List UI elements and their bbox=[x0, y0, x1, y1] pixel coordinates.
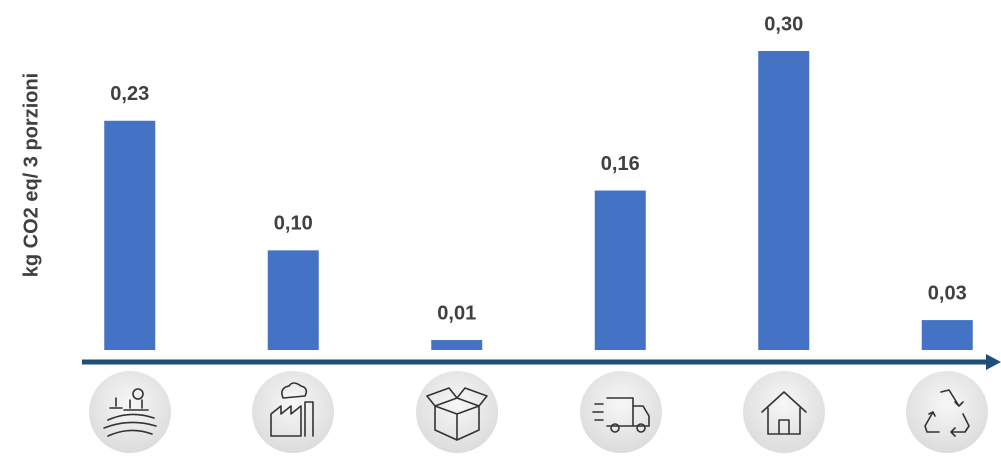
axis-arrowhead bbox=[986, 354, 1001, 370]
value-label: 0,16 bbox=[601, 153, 640, 175]
value-label: 0,01 bbox=[437, 302, 476, 324]
bar bbox=[267, 250, 319, 350]
icon-house bbox=[743, 371, 825, 453]
bar bbox=[594, 190, 646, 350]
icon-recycle bbox=[906, 371, 988, 453]
category-icons bbox=[89, 371, 988, 453]
value-label: 0,23 bbox=[110, 83, 149, 105]
value-label: 0,03 bbox=[928, 282, 967, 304]
icon-truck bbox=[580, 371, 662, 453]
value-label: 0,30 bbox=[764, 13, 803, 35]
bar bbox=[431, 340, 483, 350]
bar bbox=[758, 51, 810, 350]
icon-factory bbox=[252, 371, 334, 453]
value-label: 0,10 bbox=[274, 213, 313, 235]
icon-farm bbox=[89, 371, 171, 453]
y-axis-label: kg CO2 eq/ 3 porzioni bbox=[20, 73, 42, 277]
icon-box bbox=[416, 371, 498, 453]
bar bbox=[104, 120, 156, 351]
bar bbox=[921, 320, 973, 350]
